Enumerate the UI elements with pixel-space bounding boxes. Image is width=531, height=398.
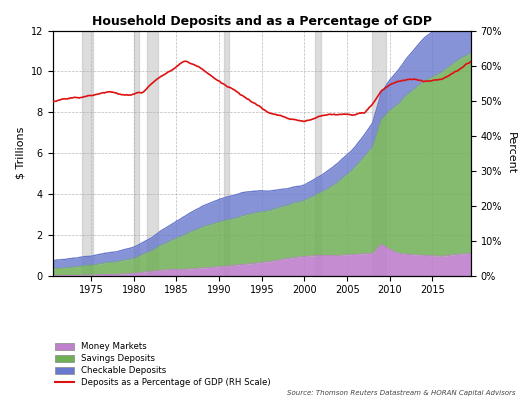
Y-axis label: Percent: Percent bbox=[506, 132, 516, 174]
Bar bbox=[372, 31, 386, 276]
Bar bbox=[147, 31, 158, 276]
Legend: Money Markets, Savings Deposits, Checkable Deposits, Deposits as a Percentage of: Money Markets, Savings Deposits, Checkab… bbox=[52, 339, 273, 390]
Bar bbox=[134, 31, 139, 276]
Bar bbox=[315, 31, 321, 276]
Y-axis label: $ Trillions: $ Trillions bbox=[15, 127, 25, 179]
Bar bbox=[82, 31, 93, 276]
Title: Household Deposits and as a Percentage of GDP: Household Deposits and as a Percentage o… bbox=[92, 15, 432, 28]
Text: Source: Thomson Reuters Datastream & HORAN Capital Advisors: Source: Thomson Reuters Datastream & HOR… bbox=[287, 390, 515, 396]
Bar bbox=[224, 31, 229, 276]
